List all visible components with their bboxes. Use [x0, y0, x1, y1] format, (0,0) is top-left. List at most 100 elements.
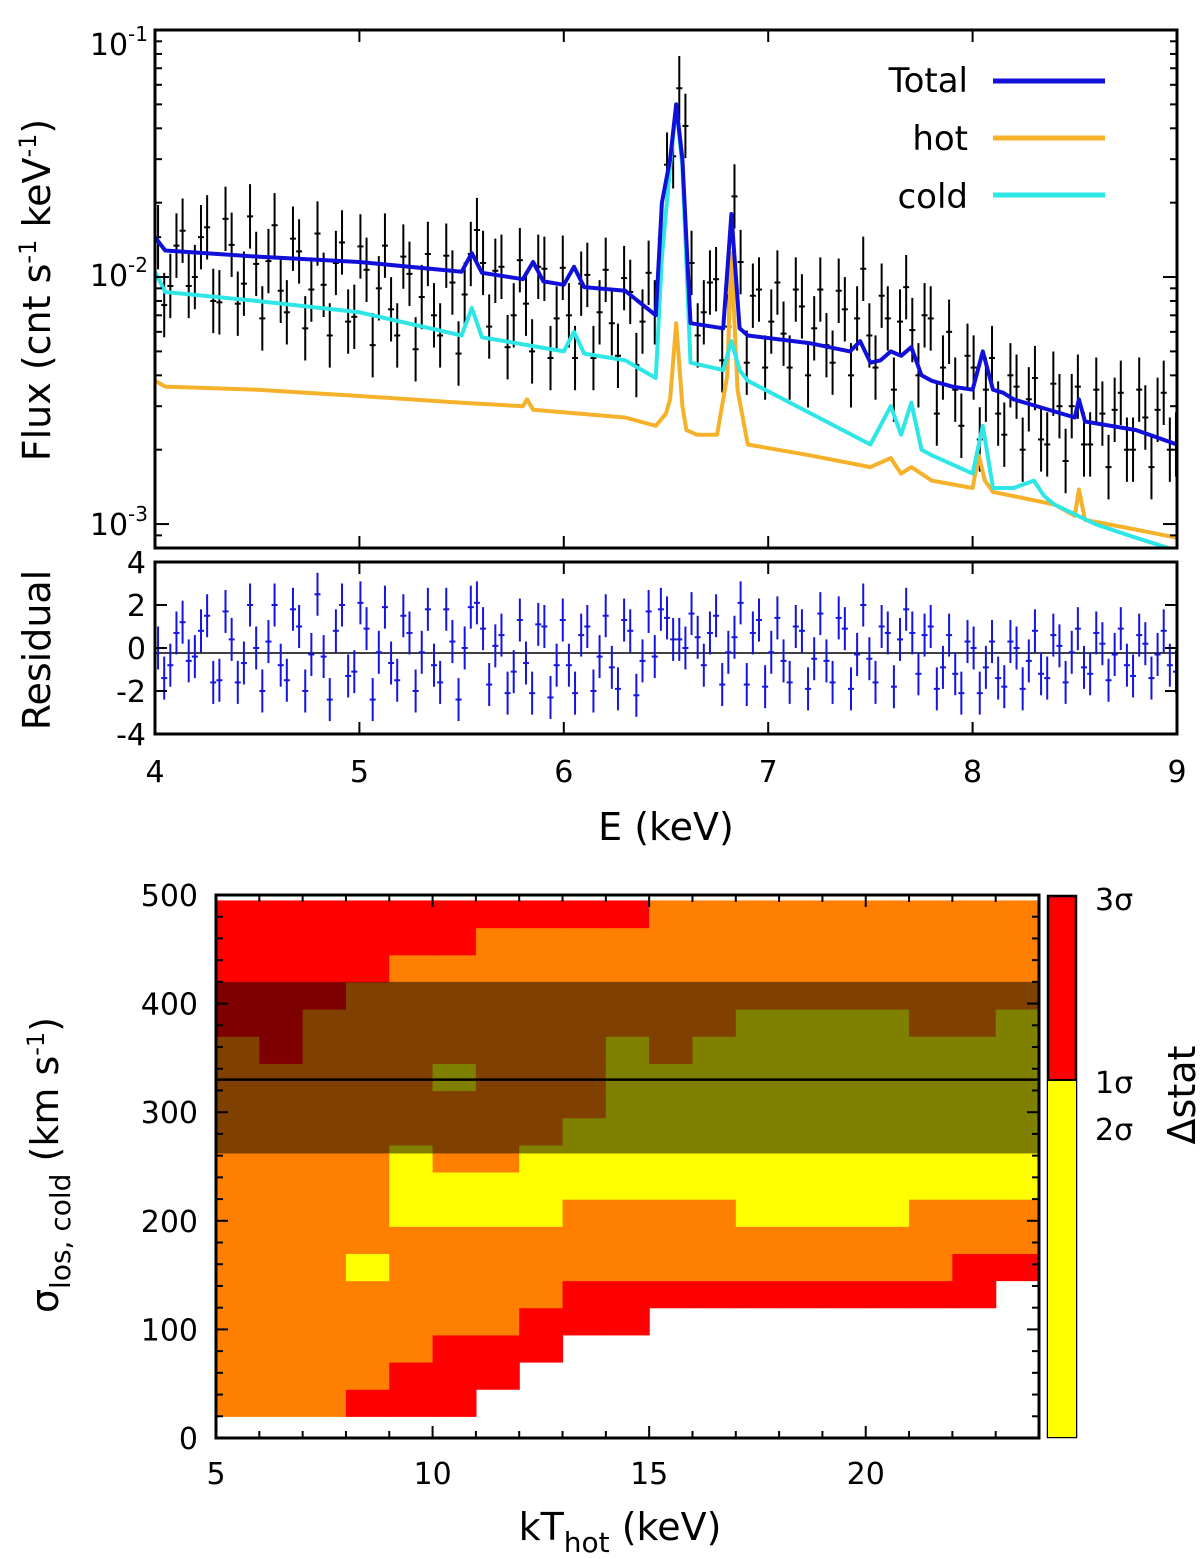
residual-point — [216, 658, 223, 702]
residual-point — [688, 592, 695, 636]
residual-point — [706, 611, 713, 655]
residual-xtick-label: 4 — [145, 755, 164, 790]
contour-cell — [345, 1307, 390, 1336]
contour-cell — [519, 900, 564, 929]
contour-cell — [952, 1226, 997, 1254]
spectrum-data-point — [473, 197, 480, 263]
contour-cell — [735, 1253, 780, 1282]
residual-point — [443, 587, 450, 631]
residual-point — [970, 626, 977, 670]
spectrum-data-point — [363, 237, 370, 302]
residual-point — [522, 641, 529, 685]
contour-cell — [475, 954, 520, 983]
contour-cell — [519, 1334, 564, 1363]
residual-point — [510, 650, 517, 694]
spectrum-data-point — [424, 221, 431, 287]
contour-cell — [735, 927, 780, 956]
contour-cell — [909, 1280, 953, 1309]
residual-point — [621, 598, 628, 642]
spectrum-data-point — [559, 235, 566, 300]
contour-cell — [605, 927, 650, 956]
residual-point — [964, 620, 971, 664]
spectrum-data-point — [743, 330, 750, 395]
model-line-total — [155, 102, 1177, 447]
residual-point — [1099, 622, 1106, 666]
contour-cell — [692, 1199, 737, 1227]
spectrum-data-point — [161, 272, 168, 338]
legend-entry-total: Total — [888, 61, 1105, 101]
contour-x-axis-title: kThot (keV) — [519, 1505, 722, 1559]
contour-y-axis-title: σlos, cold (km s-1) — [22, 1017, 77, 1313]
residual-point — [529, 671, 536, 715]
residual-point — [1080, 645, 1087, 689]
contour-cell — [216, 1334, 260, 1363]
residual-point — [884, 611, 891, 655]
contour-cell — [519, 1199, 564, 1227]
residual-point — [1007, 620, 1014, 664]
residual-point — [915, 652, 922, 696]
contour-cell — [735, 900, 780, 929]
contour-cell — [475, 1361, 520, 1390]
residual-point — [1062, 660, 1069, 704]
spectrum-data-point — [927, 286, 934, 351]
spectrum-data-point — [737, 229, 744, 295]
spectrum-data-point — [216, 270, 223, 335]
contour-cell — [259, 1171, 304, 1200]
contour-cell — [995, 927, 1040, 956]
contour-cell — [605, 1307, 650, 1336]
contour-cell — [475, 1253, 520, 1282]
contour-cell — [952, 1253, 997, 1282]
residual-point — [1111, 632, 1118, 676]
residual-point — [578, 613, 585, 657]
contour-cell — [389, 1226, 434, 1254]
residual-point — [289, 587, 296, 631]
spectrum-data-point — [418, 264, 425, 330]
contour-panel: 5 10 15 20 0 100 200 300 400 500 kThot (keV) σlo… — [22, 879, 1200, 1559]
residual-plot-frame — [153, 560, 1179, 736]
residual-point — [492, 624, 499, 668]
contour-cell — [605, 900, 650, 929]
spectrum-data-point — [522, 271, 529, 336]
contour-cell — [432, 1280, 477, 1309]
contour-cell — [302, 1199, 347, 1227]
residual-point — [1038, 652, 1045, 696]
contour-cell — [822, 1171, 867, 1200]
contour-cell — [865, 954, 910, 983]
contour-cell — [345, 1226, 390, 1254]
model-line-cold — [155, 102, 1176, 548]
spectrum-data-point — [1160, 360, 1167, 425]
contour-cell — [692, 954, 737, 983]
contour-cell — [389, 1307, 434, 1336]
residual-panel: 4 2 0 -2 -4 4 5 6 7 8 9 Residual E (keV) — [15, 546, 1187, 849]
spectrum-data-point — [455, 321, 462, 386]
residual-point — [394, 658, 401, 702]
contour-xtick-labels: 5 10 15 20 — [206, 1457, 884, 1492]
residual-point — [725, 630, 732, 674]
contour-cell — [302, 1280, 347, 1309]
contour-xtick-label: 5 — [206, 1457, 225, 1492]
spectrum-data-point — [1093, 357, 1100, 422]
residual-point — [1154, 632, 1161, 676]
contour-cell — [302, 1307, 347, 1336]
residual-point — [167, 643, 174, 687]
contour-cell — [432, 1226, 477, 1254]
residual-point — [296, 605, 303, 648]
spectrum-data-point — [259, 286, 266, 351]
spectrum-data-point — [884, 286, 891, 351]
contour-cell — [995, 954, 1040, 983]
spectrum-data-point — [676, 56, 683, 121]
residual-point — [645, 589, 652, 633]
spectrum-data-point — [412, 317, 419, 382]
spectrum-data-point — [1038, 407, 1045, 472]
residual-point — [161, 656, 168, 700]
spectrum-data-point — [283, 280, 290, 345]
spectrum-panel: 10-1 10-2 10-3 Flux (cnt s-1 keV-1) Tota… — [14, 22, 1179, 550]
residual-point — [1160, 609, 1167, 653]
residual-point — [909, 611, 916, 655]
residual-xtick-label: 6 — [554, 755, 573, 790]
spectrum-data-point — [296, 219, 303, 284]
contour-cell — [432, 927, 477, 956]
spectrum-data-point — [510, 283, 517, 348]
spectrum-data-point — [565, 283, 572, 348]
